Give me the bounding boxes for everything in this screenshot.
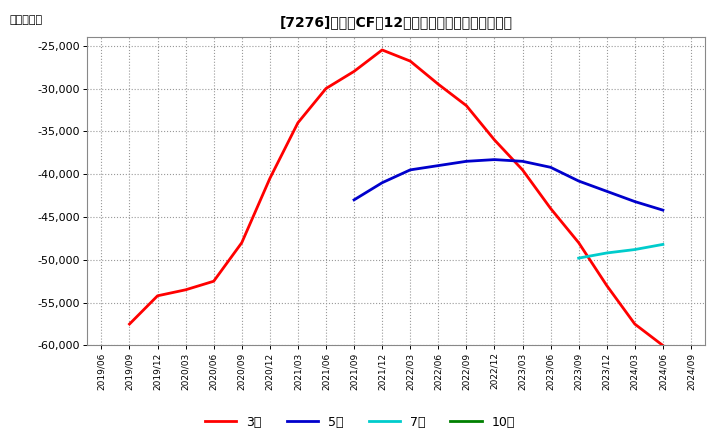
7年 xyxy=(575,256,583,261)
3年 xyxy=(462,103,471,108)
5年 xyxy=(575,178,583,183)
5年 xyxy=(406,167,415,172)
3年 xyxy=(153,293,162,298)
3年 xyxy=(125,322,134,327)
3年 xyxy=(434,81,443,87)
5年 xyxy=(659,208,667,213)
5年 xyxy=(462,159,471,164)
7年 xyxy=(659,242,667,247)
Y-axis label: （百万円）: （百万円） xyxy=(9,15,42,25)
3年 xyxy=(350,69,359,74)
7年 xyxy=(631,247,639,252)
5年 xyxy=(518,159,527,164)
5年 xyxy=(434,163,443,168)
Line: 7年: 7年 xyxy=(579,244,663,258)
3年 xyxy=(322,86,330,91)
3年 xyxy=(631,322,639,327)
3年 xyxy=(378,48,387,53)
5年 xyxy=(378,180,387,185)
5年 xyxy=(631,199,639,204)
Legend: 3年, 5年, 7年, 10年: 3年, 5年, 7年, 10年 xyxy=(200,411,520,434)
Line: 5年: 5年 xyxy=(354,160,663,210)
3年 xyxy=(546,206,555,211)
3年 xyxy=(406,59,415,64)
5年 xyxy=(546,165,555,170)
3年 xyxy=(490,137,499,143)
Line: 3年: 3年 xyxy=(130,50,663,345)
5年 xyxy=(490,157,499,162)
3年 xyxy=(181,287,190,293)
3年 xyxy=(238,240,246,246)
5年 xyxy=(350,197,359,202)
Title: [7276]　投賄CFの12か月移動合計の平均値の推移: [7276] 投賄CFの12か月移動合計の平均値の推移 xyxy=(279,15,513,29)
3年 xyxy=(294,120,302,125)
3年 xyxy=(575,240,583,246)
3年 xyxy=(518,167,527,172)
3年 xyxy=(266,176,274,181)
3年 xyxy=(603,283,611,288)
5年 xyxy=(603,189,611,194)
3年 xyxy=(210,279,218,284)
3年 xyxy=(659,343,667,348)
7年 xyxy=(603,250,611,256)
